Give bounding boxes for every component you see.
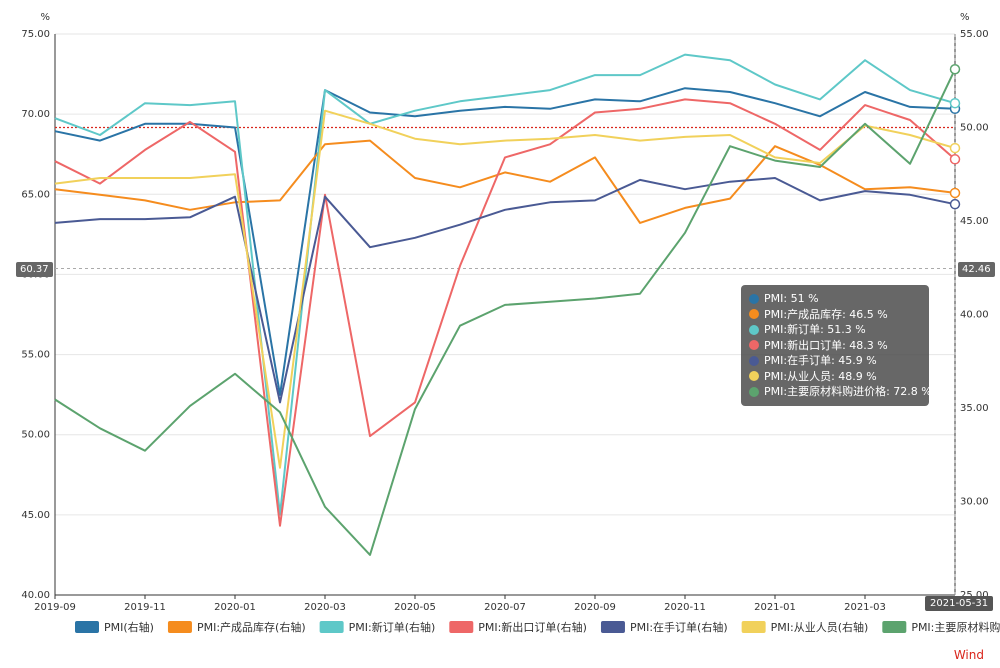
cursor-date-badge: 2021-05-31 bbox=[925, 596, 994, 611]
x-tick-label: 2020-03 bbox=[304, 602, 346, 613]
x-tick-label: 2021-03 bbox=[844, 602, 886, 613]
tooltip-dot-icon bbox=[749, 324, 759, 335]
tooltip-dot-icon bbox=[749, 386, 759, 397]
tooltip-dot-icon bbox=[749, 309, 759, 320]
tooltip-text: PMI:新订单: 51.3 % bbox=[764, 323, 866, 336]
tooltip-text: PMI:产成品库存: 46.5 % bbox=[764, 307, 888, 321]
tooltip-dot-icon bbox=[749, 293, 759, 304]
right-tick-label: 30.00 bbox=[960, 497, 989, 508]
legend-label: PMI:从业人员(右轴) bbox=[771, 620, 869, 634]
legend-swatch bbox=[75, 621, 99, 633]
x-tick-label: 2019-09 bbox=[34, 602, 76, 613]
tooltip-dot-icon bbox=[749, 371, 759, 382]
right-tick-label: 45.00 bbox=[960, 216, 989, 227]
tooltip-text: PMI:从业人员: 48.9 % bbox=[764, 369, 877, 383]
right-tick-label: 40.00 bbox=[960, 310, 989, 321]
x-tick-label: 2019-11 bbox=[124, 602, 166, 613]
left-tick-label: 65.00 bbox=[21, 189, 50, 200]
legend-label: PMI:产成品库存(右轴) bbox=[197, 620, 306, 634]
legend-label: PMI:新订单(右轴) bbox=[349, 620, 436, 634]
x-tick-label: 2020-11 bbox=[664, 602, 706, 613]
x-tick-label: 2020-01 bbox=[214, 602, 256, 613]
series-line bbox=[54, 139, 956, 224]
legend-label: PMI:在手订单(右轴) bbox=[630, 620, 728, 634]
series-line bbox=[54, 53, 956, 516]
series-line bbox=[54, 109, 956, 469]
brand-logo: Wind bbox=[953, 648, 984, 662]
series-endpoint bbox=[949, 64, 961, 75]
left-tick-label: 50.00 bbox=[21, 430, 50, 441]
tooltip-text: PMI:新出口订单: 48.3 % bbox=[764, 338, 888, 352]
x-tick-label: 2020-05 bbox=[394, 602, 436, 613]
legend-swatch bbox=[449, 621, 474, 633]
legend-label: PMI:主要原材料购进价格 bbox=[911, 620, 1000, 634]
left-tick-label: 45.00 bbox=[21, 510, 50, 521]
legend-label: PMI:新出口订单(右轴) bbox=[478, 620, 587, 634]
series-endpoint bbox=[949, 97, 961, 109]
tooltip-row: PMI:新出口订单: 48.3 % bbox=[749, 338, 921, 354]
tooltip-dot-icon bbox=[749, 340, 759, 351]
tooltip-row: PMI: 51 % bbox=[749, 291, 921, 307]
right-cursor-value: 42.46 bbox=[958, 262, 995, 277]
series-endpoint bbox=[949, 187, 961, 199]
series-endpoint bbox=[949, 154, 961, 165]
right-tick-label: 35.00 bbox=[960, 403, 989, 414]
series-line bbox=[54, 98, 956, 527]
series-line bbox=[54, 87, 956, 396]
legend-swatch bbox=[319, 621, 344, 633]
legend-swatch bbox=[741, 621, 766, 633]
tooltip: PMI: 51 % PMI:产成品库存: 46.5 % PMI:新订单: 51.3 … bbox=[741, 285, 932, 406]
series-line bbox=[54, 177, 956, 404]
legend-label: PMI(右轴) bbox=[104, 620, 154, 634]
series-endpoint bbox=[949, 142, 961, 154]
tooltip-row: PMI:新订单: 51.3 % bbox=[749, 322, 921, 338]
x-tick-label: 2020-09 bbox=[574, 602, 616, 613]
tooltip-text: PMI: 51 % bbox=[764, 292, 819, 305]
right-tick-label: 50.00 bbox=[960, 123, 989, 134]
right-tick-label: 55.00 bbox=[960, 29, 989, 40]
tooltip-row: PMI:在手订单: 45.9 % bbox=[749, 353, 921, 369]
right-tick-label: 25.00 bbox=[960, 590, 989, 601]
x-tick-label: 2020-07 bbox=[484, 602, 526, 613]
right-unit-label: % bbox=[960, 12, 970, 23]
legend-swatch bbox=[882, 621, 907, 633]
left-cursor-value: 60.37 bbox=[16, 262, 53, 277]
left-tick-label: 40.00 bbox=[21, 590, 50, 601]
left-tick-label: 70.00 bbox=[21, 109, 50, 120]
series-endpoint bbox=[949, 198, 961, 210]
series-line bbox=[54, 68, 956, 556]
left-tick-label: 55.00 bbox=[21, 350, 50, 361]
legend-swatch bbox=[167, 621, 192, 633]
tooltip-row: PMI:主要原材料购进价格: 72.8 % bbox=[749, 384, 932, 400]
tooltip-row: PMI:从业人员: 48.9 % bbox=[749, 369, 921, 385]
x-tick-label: 2021-01 bbox=[754, 602, 796, 613]
left-tick-label: 75.00 bbox=[21, 29, 50, 40]
legend-swatch bbox=[600, 621, 625, 633]
tooltip-text: PMI:主要原材料购进价格: 72.8 % bbox=[764, 385, 932, 398]
left-unit-label: % bbox=[40, 12, 50, 23]
tooltip-text: PMI:在手订单: 45.9 % bbox=[764, 354, 877, 367]
tooltip-dot-icon bbox=[749, 355, 759, 366]
tooltip-row: PMI:产成品库存: 46.5 % bbox=[749, 307, 921, 323]
